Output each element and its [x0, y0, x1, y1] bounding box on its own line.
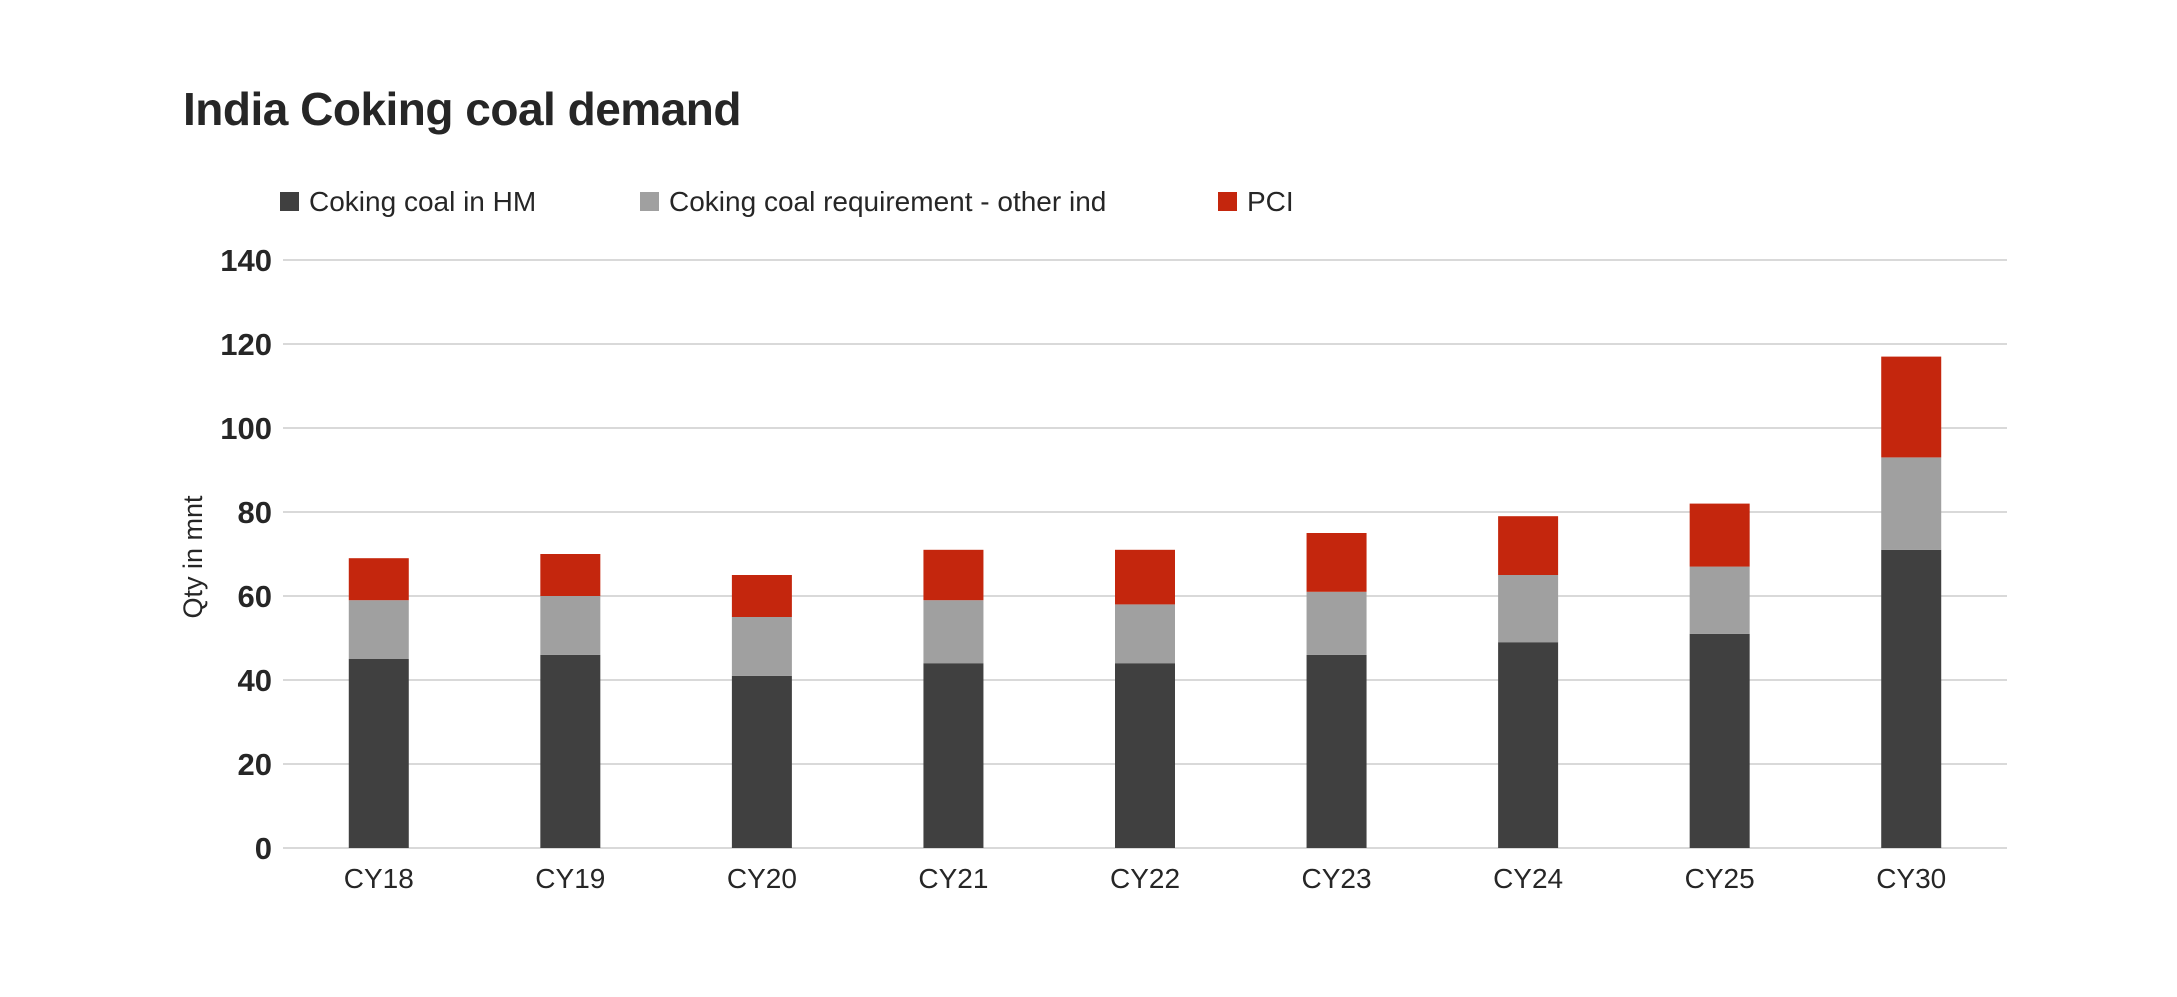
y-axis-ticks: 0 20 40 60 80 100 120 140: [220, 243, 272, 866]
x-axis-ticks: CY18 CY19 CY20 CY21 CY22 CY23 CY24 CY25 CY30: [344, 863, 1946, 894]
bar-cy23-series-3: [1306, 533, 1367, 592]
bar-cy21-series-2: [923, 600, 984, 664]
bar-cy30-series-1: [1881, 549, 1942, 848]
legend-swatch: [280, 192, 299, 211]
bar-cy24-series-2: [1498, 575, 1559, 643]
y-tick-label: 0: [255, 831, 272, 866]
bar-cy23-series-2: [1306, 591, 1367, 655]
x-tick-label: CY23: [1302, 863, 1372, 894]
bar-cy24-series-3: [1498, 516, 1559, 575]
bar-cy19-series-3: [540, 554, 601, 596]
bar-cy18-series-3: [348, 558, 409, 601]
bar-cy30-series-2: [1881, 457, 1942, 550]
bar-cy22-series-3: [1115, 549, 1175, 605]
bar-cy25-series-3: [1689, 503, 1750, 567]
legend-label: PCI: [1247, 186, 1294, 217]
y-axis-label: Qty in mnt: [178, 495, 208, 619]
legend: Coking coal in HM Coking coal requirement…: [280, 186, 1294, 217]
bar-cy22-series-2: [1115, 604, 1175, 664]
y-tick-label: 100: [220, 411, 272, 446]
y-tick-label: 20: [238, 747, 272, 782]
x-tick-label: CY24: [1493, 863, 1563, 894]
x-tick-label: CY22: [1110, 863, 1180, 894]
bar-cy25-series-1: [1689, 633, 1750, 848]
y-tick-label: 60: [238, 579, 272, 614]
bar-cy19-series-1: [540, 654, 601, 848]
x-tick-label: CY25: [1685, 863, 1755, 894]
bar-cy30-series-3: [1881, 356, 1942, 458]
y-tick-label: 40: [238, 663, 272, 698]
bar-cy20-series-3: [731, 575, 792, 617]
bar-cy21-series-1: [923, 663, 984, 848]
x-tick-label: CY20: [727, 863, 797, 894]
y-tick-label: 80: [238, 495, 272, 530]
x-tick-label: CY19: [535, 863, 605, 894]
bar-cy18-series-1: [348, 659, 409, 848]
bars: [348, 356, 1942, 848]
bar-cy24-series-1: [1498, 642, 1559, 848]
legend-label: Coking coal requirement - other ind: [669, 186, 1106, 217]
chart-title: India Coking coal demand: [183, 83, 741, 135]
bar-cy22-series-1: [1115, 663, 1175, 848]
bar-cy20-series-2: [731, 617, 792, 676]
legend-label: Coking coal in HM: [309, 186, 536, 217]
x-tick-label: CY21: [918, 863, 988, 894]
x-tick-label: CY18: [344, 863, 414, 894]
bar-cy23-series-1: [1306, 654, 1367, 848]
y-tick-label: 140: [220, 243, 272, 278]
bar-cy18-series-2: [348, 600, 409, 659]
bar-cy20-series-1: [731, 675, 792, 848]
bar-cy21-series-3: [923, 549, 984, 601]
bar-cy19-series-2: [540, 596, 601, 655]
legend-swatch: [640, 192, 659, 211]
y-tick-label: 120: [220, 327, 272, 362]
legend-swatch: [1218, 192, 1237, 211]
x-tick-label: CY30: [1876, 863, 1946, 894]
bar-cy25-series-2: [1689, 566, 1750, 634]
